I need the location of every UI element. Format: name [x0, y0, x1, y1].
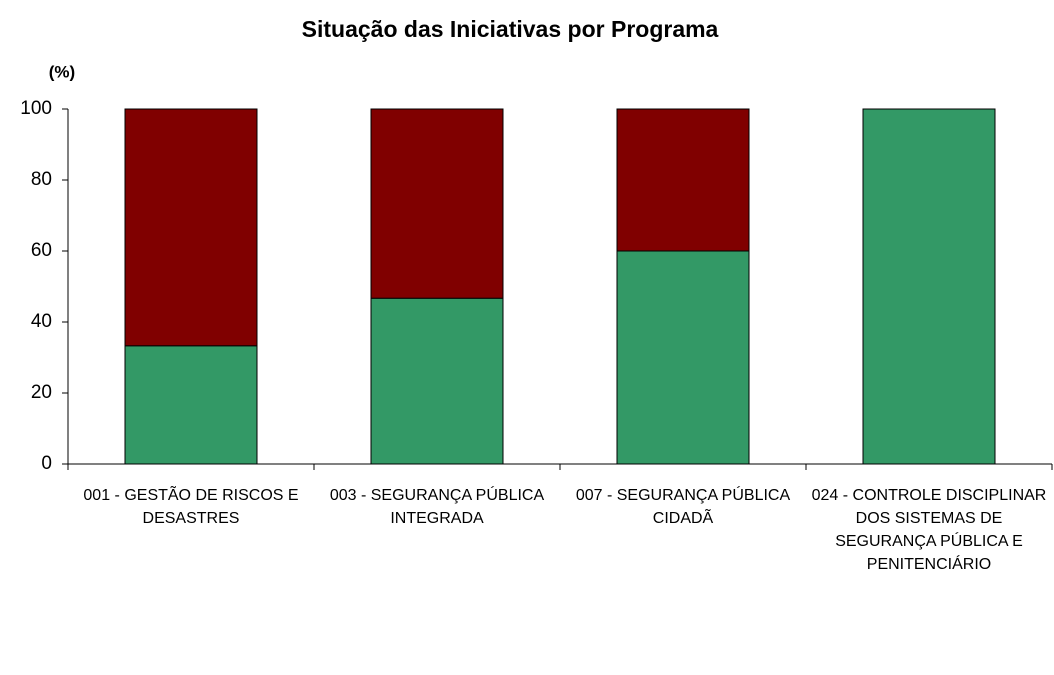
x-tick-label: 007 - SEGURANÇA PÚBLICA CIDADÃ: [575, 487, 791, 527]
y-tick-label: 60: [31, 240, 52, 261]
y-axis-label: (%): [49, 62, 75, 81]
x-tick-label: 003 - SEGURANÇA PÚBLICA INTEGRADA: [329, 487, 545, 527]
y-tick-label: 0: [41, 453, 52, 474]
y-tick-label: 20: [31, 382, 52, 403]
y-tick-label: 40: [31, 311, 52, 332]
bar-segment: [616, 108, 750, 252]
y-tick-label: 100: [20, 98, 52, 119]
bar-segment: [370, 297, 504, 465]
x-tick-label: 001 - GESTÃO DE RISCOS E DESASTRES: [83, 487, 299, 527]
x-tick-label: 024 - CONTROLE DISCIPLINAR DOS SISTEMAS …: [811, 487, 1047, 573]
bar-segment: [124, 345, 258, 465]
bar-segment: [124, 108, 258, 347]
bar-segment: [862, 108, 996, 465]
y-tick-label: 80: [31, 169, 52, 190]
bar-segment: [616, 250, 750, 465]
bar-segment: [370, 108, 504, 299]
chart-title: Situação das Iniciativas por Programa: [302, 16, 719, 42]
